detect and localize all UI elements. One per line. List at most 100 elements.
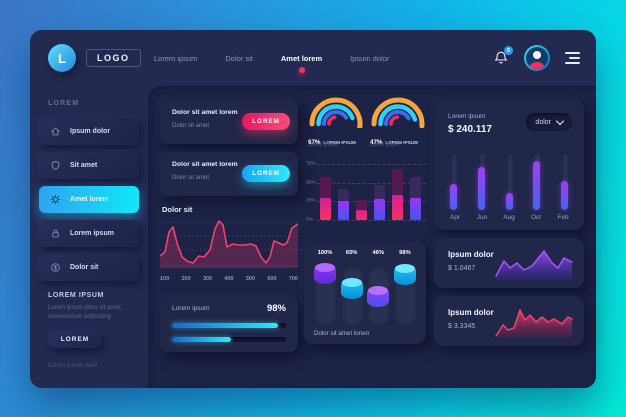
sidebar-item-label: Lorem ipsum bbox=[70, 230, 114, 237]
bar-column bbox=[338, 160, 349, 220]
sidebar-item-lorem-ipsum[interactable]: Lorem ipsum bbox=[39, 220, 139, 247]
month-label: Feb bbox=[557, 214, 569, 221]
slider-fill bbox=[561, 181, 568, 210]
gauge-arc bbox=[389, 115, 400, 126]
bar-segment-top bbox=[338, 188, 349, 202]
x-tick-label: 100 bbox=[160, 276, 170, 282]
bar-segment-bottom bbox=[374, 199, 385, 220]
progress-bars bbox=[160, 323, 298, 351]
y-tick-label: 25% bbox=[306, 198, 316, 204]
sparkline-chart-pink bbox=[495, 309, 573, 338]
sidebar-item-sit-amet[interactable]: Sit amet bbox=[39, 152, 139, 179]
dollar-icon bbox=[50, 262, 61, 273]
progress-track bbox=[172, 323, 286, 328]
action-card-2: Dolor sit amet lorem Dolor sit amet LORE… bbox=[160, 152, 298, 196]
slider-track[interactable] bbox=[561, 152, 568, 210]
cylinder bbox=[340, 277, 363, 299]
cylinder-card: 100% 65% 46% 98% Dolor sit amet lorem bbox=[304, 242, 426, 344]
cylinder-track bbox=[393, 263, 416, 326]
month-label: Aug bbox=[503, 214, 515, 221]
header-actions: 5 bbox=[493, 30, 580, 86]
gauge-caption: 47% LOREM IPSUM bbox=[370, 131, 418, 149]
sidebar-item-ipsum-dolor[interactable]: Ipsum dolor bbox=[39, 118, 139, 145]
bar-segment-bottom bbox=[410, 197, 421, 220]
user-avatar[interactable] bbox=[524, 45, 550, 71]
slider-fill bbox=[533, 160, 541, 210]
period-dropdown[interactable]: dolor bbox=[526, 113, 572, 131]
gauge-card-left: 67% LOREM IPSUM Lorem ipsum bbox=[308, 94, 366, 148]
progress-value: 98% bbox=[266, 303, 286, 314]
lock-icon bbox=[50, 228, 61, 239]
slider-track[interactable] bbox=[450, 152, 457, 210]
spark-card-purple: Ipsum dolor $ 1.0467 bbox=[434, 238, 584, 288]
top-nav: Lorem ipsum Dolor sit Amet lorem Ipsum d… bbox=[152, 30, 391, 86]
logo-text[interactable]: LOGO bbox=[86, 49, 141, 67]
home-icon bbox=[50, 126, 61, 137]
avatar-image bbox=[526, 47, 548, 69]
progress-track bbox=[172, 337, 286, 342]
sidebar-item-label: Sit amet bbox=[70, 162, 98, 169]
promo-text: Lorem ipsum dolor sit amet, consectetuer… bbox=[48, 305, 123, 321]
gauge-caption: 67% LOREM IPSUM bbox=[308, 131, 356, 149]
bar-segment-top bbox=[320, 176, 331, 198]
sidebar-item-amet-lorem[interactable]: Amet lorem bbox=[39, 186, 139, 213]
cylinder-value-label: 65% bbox=[345, 250, 358, 256]
nav-item-amet-lorem[interactable]: Amet lorem bbox=[279, 48, 324, 73]
cylinder-track bbox=[340, 264, 363, 326]
bell-icon bbox=[494, 51, 508, 64]
slider-fill bbox=[477, 166, 485, 210]
promo-footer-link[interactable]: Lorem ipsum dolor bbox=[48, 362, 98, 369]
gridline bbox=[317, 182, 426, 184]
sidebar-item-dolor-sit[interactable]: Dolor sit bbox=[39, 254, 139, 281]
month-label: Jun bbox=[476, 214, 488, 221]
slider-track[interactable] bbox=[477, 152, 485, 210]
gauge-arc bbox=[316, 104, 355, 127]
radial-gauge-chart bbox=[371, 97, 425, 128]
logo-icon[interactable]: L bbox=[48, 44, 76, 72]
spark-label: Ipsum dolor bbox=[448, 250, 494, 259]
bar-segment-top bbox=[356, 199, 367, 210]
nav-item-ipsum-dolor[interactable]: Ipsum dolor bbox=[350, 53, 390, 63]
progress-fill bbox=[172, 337, 232, 342]
bar-column bbox=[392, 160, 403, 220]
x-tick-label: 200 bbox=[181, 276, 191, 282]
gridline bbox=[317, 201, 426, 203]
bar-column bbox=[374, 160, 385, 220]
cylinder bbox=[314, 263, 336, 284]
cylinder-value-label: 100% bbox=[317, 250, 333, 256]
bar-segment-bottom bbox=[392, 195, 403, 220]
gauge-title: LOREM IPSUM bbox=[323, 140, 356, 145]
gauge-percent: 67% bbox=[308, 139, 321, 146]
sidebar-item-label: Ipsum dolor bbox=[70, 128, 111, 135]
bar-column bbox=[410, 160, 421, 220]
y-tick-label: 0% bbox=[306, 217, 313, 223]
spark-label: Ipsum dolor bbox=[448, 308, 494, 317]
cylinder-caption: Dolor sit amet lorem bbox=[314, 330, 370, 337]
y-tick-label: 50% bbox=[306, 180, 316, 185]
slider-track[interactable] bbox=[505, 152, 513, 210]
lorem-button-cyan[interactable]: LOREM bbox=[242, 165, 290, 182]
nav-item-label: Amet lorem bbox=[280, 53, 323, 63]
x-tick-label: 600 bbox=[267, 276, 277, 282]
logo-letter: L bbox=[58, 50, 66, 66]
spark-card-pink: Ipsum dolor $ 3.3345 bbox=[434, 296, 584, 346]
month-axis-labels: Apr Jun Aug Oct Feb bbox=[446, 214, 572, 221]
spark-value: $ 3.3345 bbox=[448, 323, 476, 330]
stats-card: Lorem ipsum $ 240.117 dolor Apr Jun Aug Oct… bbox=[434, 100, 584, 230]
sparkline-chart-purple bbox=[495, 250, 573, 280]
bar-segment-bottom bbox=[338, 201, 349, 220]
notifications-button[interactable]: 5 bbox=[493, 46, 513, 66]
slider-track[interactable] bbox=[533, 152, 541, 210]
lorem-button-pink[interactable]: LOREM bbox=[242, 113, 290, 130]
stats-label: Lorem ipsum bbox=[448, 113, 486, 120]
slider-fill bbox=[450, 183, 457, 210]
progress-fill bbox=[172, 323, 279, 328]
gauge-arc bbox=[322, 110, 349, 126]
hamburger-menu-icon[interactable] bbox=[565, 52, 580, 64]
sidebar: LOREM Ipsum dolor Sit amet bbox=[30, 86, 148, 388]
slider-fill bbox=[505, 192, 513, 210]
nav-item-dolor-sit[interactable]: Dolor sit bbox=[225, 53, 253, 63]
nav-item-lorem-ipsum[interactable]: Lorem ipsum bbox=[154, 53, 198, 63]
promo-button[interactable]: LOREM bbox=[48, 331, 102, 348]
